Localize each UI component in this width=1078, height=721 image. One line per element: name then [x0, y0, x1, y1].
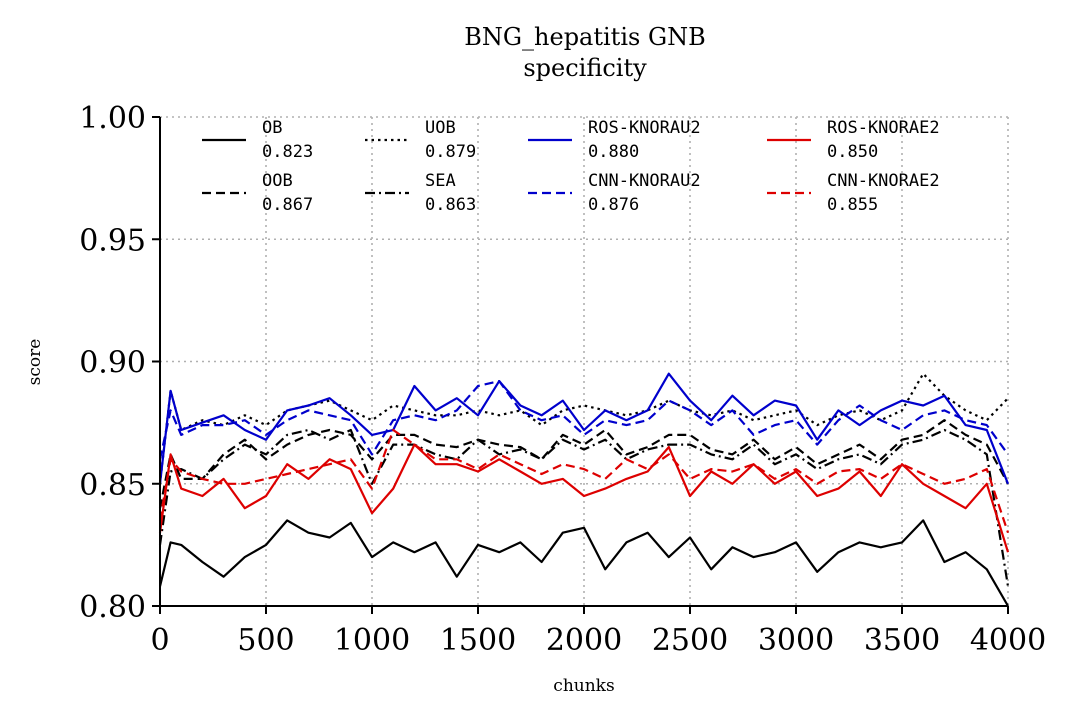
- legend-score: 0.863: [425, 195, 476, 215]
- x-tick-label: 3000: [758, 623, 834, 658]
- x-tick-label: 2000: [546, 623, 622, 658]
- series-line-cnn-knorae2: [158, 428, 1010, 534]
- series-line-ob: [158, 519, 1009, 607]
- legend-label: SEA: [425, 171, 456, 191]
- series-line-ros-knorau2: [158, 372, 1010, 485]
- series-line-ros-knorae2: [158, 443, 1010, 553]
- legend-label: UOB: [425, 118, 456, 138]
- legend-label: CNN-KNORAU2: [588, 171, 701, 191]
- series-line-oob: [158, 419, 1009, 509]
- x-tick-label: 0: [150, 623, 169, 658]
- legend-score: 0.867: [262, 195, 313, 215]
- legend-label: CNN-KNORAE2: [827, 171, 940, 191]
- y-axis-label: score: [25, 339, 45, 386]
- y-tick-label: 0.85: [79, 468, 146, 503]
- series-group: [158, 372, 1010, 607]
- ticks: 0 500 1000 1500 2000 2500 3000 3500 4000 0.80 0.85…: [79, 101, 1046, 658]
- series-line-uob: [158, 372, 1009, 484]
- y-tick-label: 0.95: [79, 223, 146, 258]
- legend-label: OB: [262, 118, 282, 138]
- legend-score: 0.880: [588, 142, 639, 162]
- legend: OB 0.823 OOB 0.867 UOB 0.879 SEA 0.863 ROS-KNORA…: [202, 118, 940, 215]
- series-line-cnn-knorau2: [158, 380, 1009, 460]
- legend-score: 0.823: [262, 142, 313, 162]
- chart-subtitle: specificity: [523, 54, 647, 82]
- legend-label: ROS-KNORAU2: [588, 118, 701, 138]
- legend-label: ROS-KNORAE2: [827, 118, 940, 138]
- y-tick-label: 0.80: [79, 590, 146, 625]
- legend-score: 0.876: [588, 195, 639, 215]
- legend-label: OOB: [262, 171, 293, 191]
- legend-score: 0.850: [827, 142, 878, 162]
- legend-score: 0.879: [425, 142, 476, 162]
- x-axis-label: chunks: [553, 676, 614, 696]
- x-tick-label: 1000: [334, 623, 410, 658]
- legend-score: 0.855: [827, 195, 878, 215]
- x-tick-label: 4000: [970, 623, 1046, 658]
- x-tick-label: 3500: [864, 623, 940, 658]
- series-line-sea: [158, 428, 1010, 587]
- y-tick-label: 1.00: [79, 101, 146, 136]
- x-tick-label: 2500: [652, 623, 728, 658]
- chart-title: BNG_hepatitis GNB: [464, 23, 706, 51]
- x-tick-label: 1500: [440, 623, 516, 658]
- y-tick-label: 0.90: [79, 346, 146, 381]
- x-tick-label: 500: [237, 623, 294, 658]
